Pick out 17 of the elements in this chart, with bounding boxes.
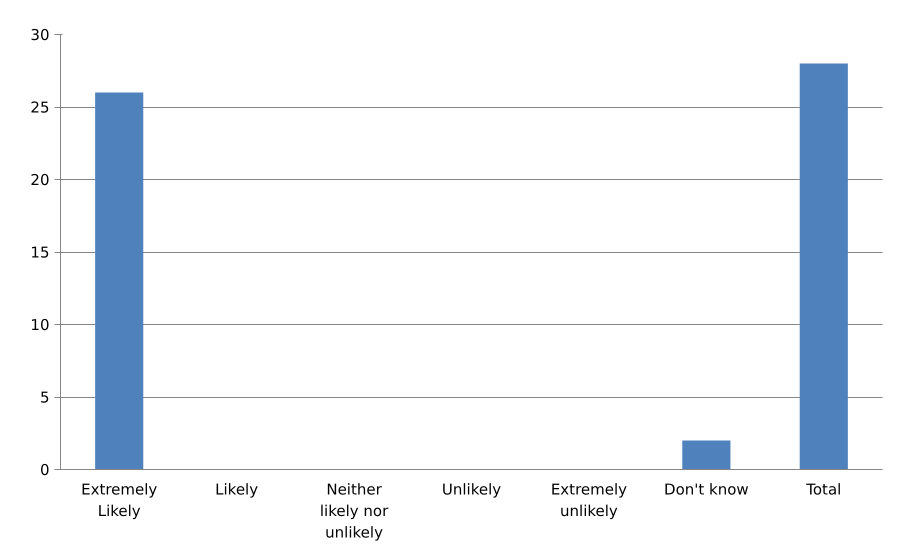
y-tick-label: 0: [40, 461, 50, 479]
x-tick-label: Total: [805, 480, 842, 498]
y-tick-label: 25: [30, 98, 50, 116]
x-tick-label: Extremely Likely: [81, 480, 158, 520]
x-tick-label: Unlikely: [442, 480, 502, 498]
x-tick-label: Neither likely nor unlikely: [320, 480, 390, 542]
y-tick-label: 10: [30, 316, 50, 334]
x-tick-label: Likely: [215, 480, 258, 498]
x-tick-label: Extremely unlikely: [550, 480, 628, 520]
y-tick-label: 15: [30, 244, 50, 262]
bar: [800, 64, 848, 470]
bar: [95, 92, 144, 470]
y-tick-label: 5: [40, 388, 50, 406]
bar: [682, 440, 730, 470]
y-tick-label: 30: [30, 26, 50, 44]
x-tick-label: Don't know: [664, 480, 749, 498]
y-tick-label: 20: [30, 171, 50, 189]
